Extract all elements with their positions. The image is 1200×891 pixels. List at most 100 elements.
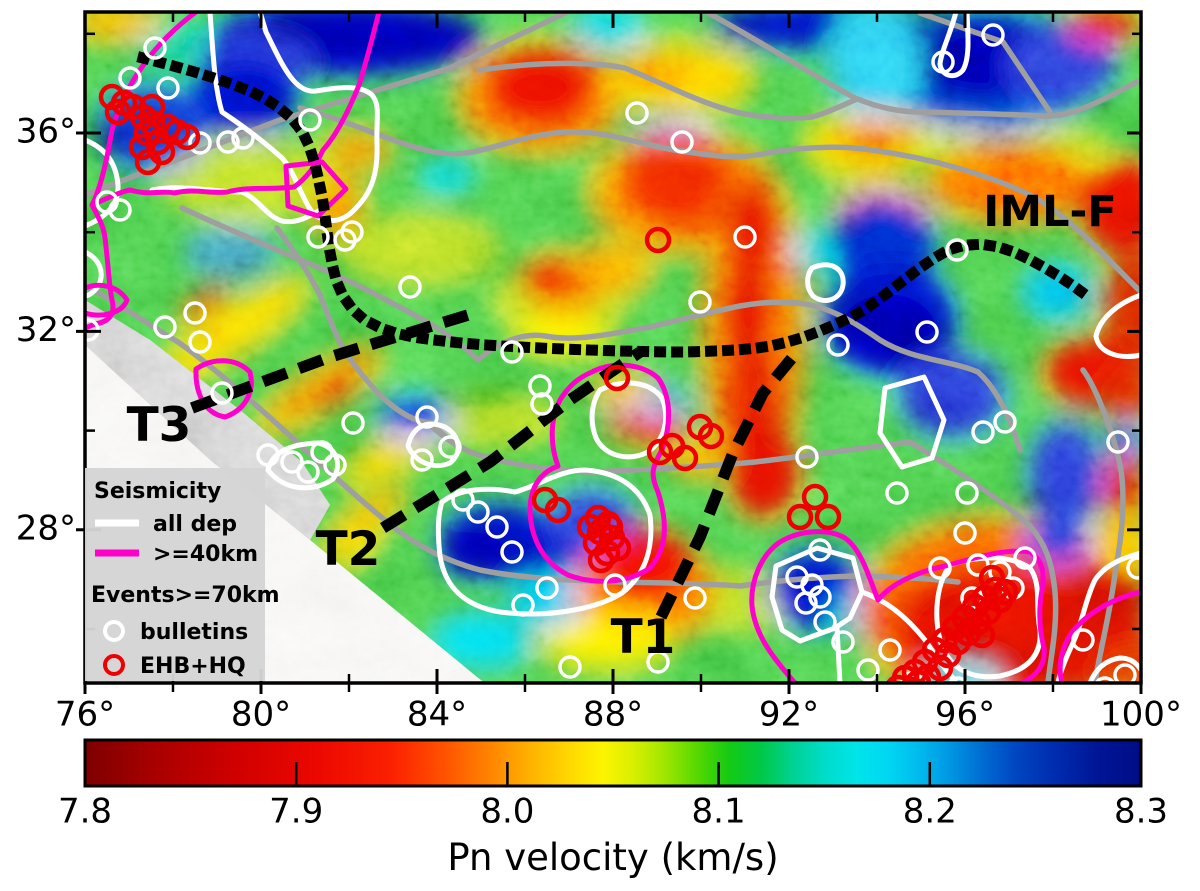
bulletin-event-circle (558, 655, 582, 679)
bulletin-event-circle (231, 126, 255, 150)
ehb-event-circle (964, 608, 992, 636)
colorbar-tick-label: 7.9 (269, 792, 323, 832)
ehb-event-circle (104, 98, 132, 126)
bulletin-event-circle (530, 392, 554, 416)
colorbar-tick-label: 8.1 (692, 792, 746, 832)
colorbar-tick-label: 8.0 (480, 792, 534, 832)
bulletin-event-circle (415, 405, 439, 429)
ehb-event-circle (582, 529, 610, 557)
bulletin-event-circle (341, 411, 365, 435)
bulletin-event-circle (625, 101, 649, 125)
x-tick-label: 92° (759, 695, 819, 735)
legend-swatch-bulletins-icon (103, 620, 125, 642)
ehb-event-circle (576, 513, 604, 541)
axis-ticks (76, 12, 1143, 694)
bulletin-event-circle (808, 585, 832, 609)
bulletin-event-circle (188, 131, 212, 155)
bulletin-event-circle (931, 50, 955, 74)
y-tick-label: 28° (16, 508, 76, 548)
bulletin-event-circle (310, 440, 334, 464)
imlf-dotted-line (136, 51, 1091, 358)
colorbar: 7.8 7.9 8.0 8.1 8.2 8.3 Pn velocity (km/s) (58, 738, 1168, 879)
bulletin-event-circle (928, 556, 952, 580)
y-tick-label: 36° (16, 112, 76, 152)
ehb-event-circle (603, 364, 631, 392)
bulletin-event-circle (1094, 676, 1116, 683)
bulletin-event-circle (143, 36, 167, 60)
legend-label-ehb: EHB+HQ (140, 654, 246, 679)
legend-box (85, 468, 265, 681)
bulletin-event-circle (733, 225, 757, 249)
ehb-event-circle (786, 503, 814, 531)
ehb-event-circle (134, 148, 162, 176)
ehb-event-circles (98, 83, 1019, 683)
bulletin-event-circle (981, 23, 1005, 47)
bulletin-event-circle (306, 225, 330, 249)
colorbar-title: Pn velocity (km/s) (447, 836, 778, 879)
map-annotations: T3 T2 T1 IML-F (127, 187, 1117, 665)
bulletin-event-circle (945, 238, 969, 262)
legend-label-all-dep: all dep (153, 512, 237, 537)
label-t2: T2 (316, 522, 381, 577)
ehb-event-circle (885, 674, 911, 683)
bulletin-event-circle (915, 320, 939, 344)
bulletin-event-circle (410, 448, 434, 472)
ehb-event-circle (697, 422, 725, 450)
bulletin-event-circle (1013, 546, 1037, 570)
bulletin-event-circle (296, 460, 320, 484)
x-tick-label: 84° (407, 695, 467, 735)
bulletin-event-circle (108, 198, 132, 222)
bulletin-event-circle (947, 676, 969, 683)
bulletin-event-circle (688, 290, 712, 314)
bulletin-event-circle (603, 573, 627, 597)
ehb-event-circle (128, 133, 156, 161)
bulletin-event-circle (511, 593, 535, 617)
bulletin-event-circle (813, 610, 837, 634)
legend-label-ge40km: >=40km (153, 542, 258, 567)
colorbar-tick-label: 8.2 (903, 792, 957, 832)
colorbar-tick-label: 7.8 (58, 792, 112, 832)
x-tick-label: 76° (55, 695, 115, 735)
bulletin-event-circle (856, 658, 880, 682)
axis-tick-labels: 76° 80° 84° 88° 92° 96° 100° 36° 32° 28° (16, 112, 1182, 735)
bulletin-event-circle (1071, 628, 1095, 652)
legend-label-bulletins: bulletins (140, 620, 248, 645)
bulletin-event-circle (340, 220, 364, 244)
bulletin-event-circle (210, 381, 234, 405)
ehb-event-circle (801, 483, 829, 511)
bulletin-event-circle (955, 481, 979, 505)
transect-t3-line (190, 309, 470, 414)
bulletin-event-circle (794, 591, 818, 615)
ehb-event-circle (968, 621, 996, 649)
bulletin-event-circle (683, 586, 707, 610)
bulletin-event-circle (500, 340, 524, 364)
bulletin-event-circle (466, 500, 490, 524)
bulletin-event-circle (485, 515, 509, 539)
ehb-event-circle (671, 444, 699, 472)
bulletin-event-circle (808, 538, 832, 562)
ehb-event-circle (644, 226, 672, 254)
bulletin-event-circle (953, 521, 977, 545)
colorbar-tick-labels: 7.8 7.9 8.0 8.1 8.2 8.3 (58, 792, 1168, 832)
bulletin-event-circle (398, 275, 422, 299)
y-tick-label: 32° (16, 310, 76, 350)
colorbar-ticks (294, 762, 932, 786)
x-tick-label: 80° (231, 695, 291, 735)
bulletin-event-circle (795, 445, 819, 469)
bulletin-event-circle (451, 488, 475, 512)
bulletin-event-circle (831, 630, 855, 654)
bulletin-event-circle (966, 553, 990, 577)
legend: Seismicity all dep >=40km Events>=70km b… (85, 468, 280, 681)
x-tick-label: 88° (583, 695, 643, 735)
ehb-event-circle (814, 503, 842, 531)
bulletin-event-circle (323, 453, 347, 477)
bulletin-event-circle (500, 540, 524, 564)
bulletin-event-circle (528, 374, 552, 398)
bulletin-event-circle (878, 638, 902, 662)
bulletin-event-circle (993, 410, 1017, 434)
bulletin-event-circle (1113, 663, 1137, 683)
x-tick-label: 96° (935, 695, 995, 735)
legend-swatch-ehb-icon (103, 654, 125, 676)
ehb-event-circle (173, 123, 201, 151)
legend-title: Seismicity (94, 479, 221, 504)
